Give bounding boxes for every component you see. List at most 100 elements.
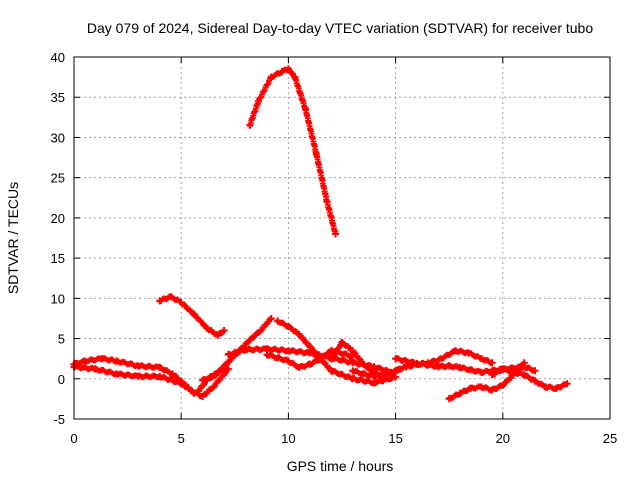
data-point	[156, 297, 164, 305]
data-point	[169, 370, 177, 378]
data-point	[349, 359, 357, 367]
data-point	[177, 298, 185, 306]
data-point	[477, 355, 485, 363]
data-point	[134, 372, 142, 380]
data-point	[359, 360, 367, 368]
data-point	[274, 354, 282, 362]
x-tick-label: 15	[388, 431, 402, 446]
y-tick-label: 20	[51, 211, 65, 226]
x-tick-label: 5	[178, 431, 185, 446]
data-point	[209, 383, 217, 391]
data-point	[349, 347, 357, 355]
data-point	[488, 359, 496, 367]
y-tick-label: 40	[51, 50, 65, 65]
y-tick-label: 10	[51, 291, 65, 306]
data-point	[222, 360, 230, 368]
data-point	[359, 370, 367, 378]
data-point	[434, 356, 442, 364]
series-arc-8	[263, 346, 357, 372]
data-point	[284, 347, 292, 355]
series-arc-15	[349, 365, 404, 380]
data-point	[284, 322, 292, 330]
data-point	[563, 380, 571, 388]
series-arc-2	[156, 293, 228, 339]
data-point	[306, 360, 314, 368]
data-point	[263, 351, 271, 359]
x-tick-label: 0	[70, 431, 77, 446]
data-point	[445, 395, 453, 403]
x-tick-label: 20	[496, 431, 510, 446]
y-tick-label: -5	[53, 412, 65, 427]
x-tick-label: 10	[281, 431, 295, 446]
data-point	[302, 105, 310, 113]
data-point	[402, 363, 410, 371]
data-point	[349, 367, 357, 375]
data-point	[91, 365, 99, 373]
data-point	[284, 65, 292, 73]
data-point	[278, 67, 286, 75]
x-tick-label: 25	[603, 431, 617, 446]
data-point	[510, 368, 518, 376]
data-point	[499, 381, 507, 389]
data-point	[392, 355, 400, 363]
data-point	[214, 331, 222, 339]
data-point	[370, 372, 378, 380]
data-point	[295, 364, 303, 372]
y-tick-label: 5	[58, 332, 65, 347]
data-point	[212, 370, 220, 378]
data-point	[156, 372, 164, 380]
data-point	[531, 377, 539, 385]
data-point	[295, 331, 303, 339]
data-point	[338, 339, 346, 347]
data-point	[520, 359, 528, 367]
data-point	[199, 392, 207, 400]
data-point	[392, 373, 400, 381]
data-point	[190, 310, 198, 318]
data-point	[467, 384, 475, 392]
data-point	[332, 230, 340, 238]
data-point	[434, 363, 442, 371]
data-point	[156, 364, 164, 372]
data-point	[370, 379, 378, 387]
data-point	[383, 371, 391, 379]
y-tick-label: 25	[51, 171, 65, 186]
data-point	[424, 359, 432, 367]
data-point	[488, 371, 496, 379]
data-point	[323, 198, 331, 206]
data-point	[257, 327, 265, 335]
series-arc-13	[488, 365, 571, 392]
plot-frame	[73, 56, 611, 420]
tick-layer: 0 5 10 15 20 25 -5 0 5 10 15 20 25 30 35 40	[51, 50, 618, 446]
data-point	[194, 387, 202, 395]
data-point	[224, 351, 232, 359]
data-point	[113, 370, 121, 378]
data-point	[464, 349, 472, 357]
data-point	[113, 357, 121, 365]
data-point	[190, 389, 198, 397]
y-tick-label: 30	[51, 130, 65, 145]
data-point	[291, 73, 299, 81]
y-tick-label: 35	[51, 90, 65, 105]
data-point	[220, 327, 228, 335]
chart-title: Day 079 of 2024, Sidereal Day-to-day VTE…	[87, 20, 594, 36]
data-point	[312, 150, 320, 158]
data-point	[445, 362, 453, 370]
data-point	[327, 367, 335, 375]
data-point	[531, 367, 539, 375]
data-point	[317, 355, 325, 363]
data-point	[267, 73, 275, 81]
data-point	[181, 381, 189, 389]
y-tick-label: 15	[51, 251, 65, 266]
data-point	[520, 371, 528, 379]
data-point	[456, 364, 464, 372]
data-point	[306, 343, 314, 351]
data-point	[246, 121, 254, 129]
data-point	[166, 293, 174, 301]
data-point	[81, 357, 89, 365]
data-point	[203, 324, 211, 332]
data-point	[284, 357, 292, 365]
x-axis-label: GPS time / hours	[287, 458, 394, 474]
data-point	[327, 355, 335, 363]
